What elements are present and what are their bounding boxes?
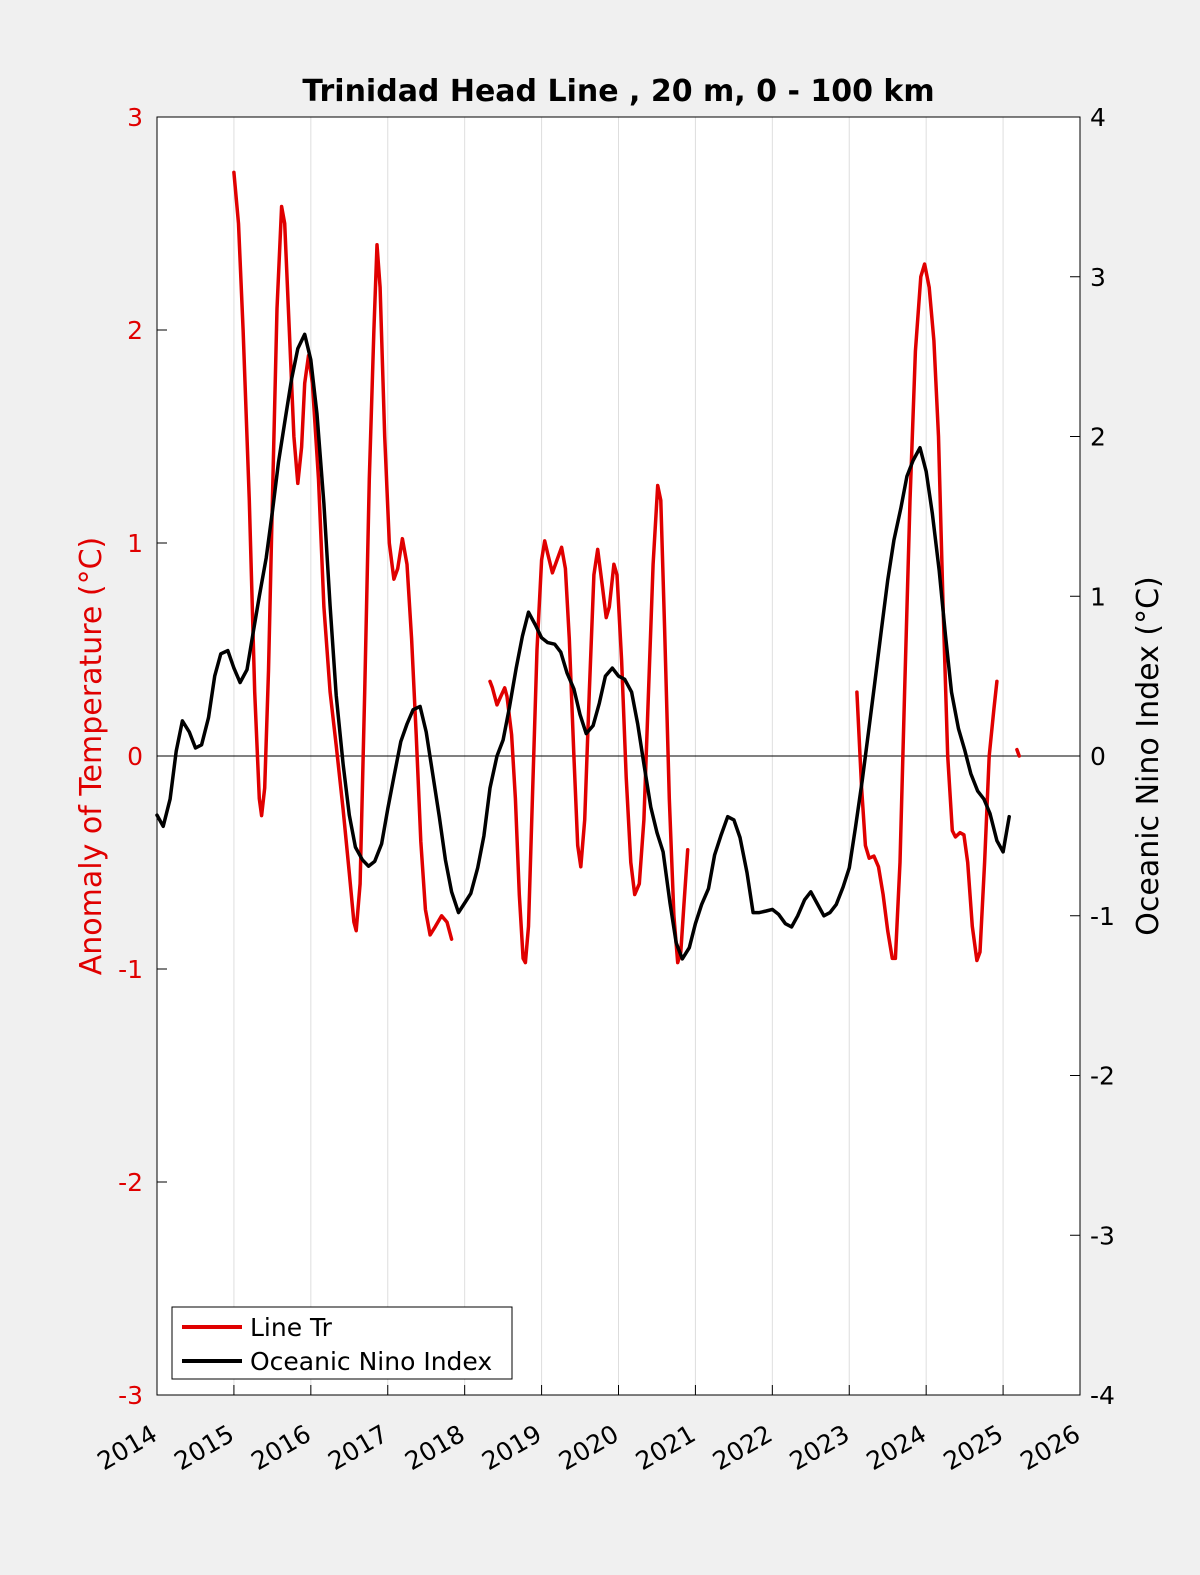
y-right-tick-label: -2: [1090, 1062, 1115, 1091]
y-right-tick-label: 4: [1090, 103, 1106, 132]
legend-label: Line Tr: [250, 1313, 333, 1342]
y-left-tick-label: 1: [127, 529, 143, 558]
series-line-line-tr: [488, 483, 690, 965]
y-right-tick-label: 0: [1090, 742, 1106, 771]
legend-label: Oceanic Nino Index: [250, 1347, 492, 1376]
y-left-tick-label: -3: [118, 1381, 143, 1410]
chart-title: Trinidad Head Line , 20 m, 0 - 100 km: [302, 74, 934, 109]
y-left-tick-label: 0: [127, 742, 143, 771]
series-layer: [155, 170, 1021, 965]
series-line-oceanic-nino-index: [155, 332, 1011, 961]
legend-box: [171, 1306, 513, 1380]
y-axis-right-label: Oceanic Nino Index (°C): [1131, 576, 1166, 936]
series-line-line-tr: [855, 262, 999, 963]
y-right-tick-label: 2: [1090, 423, 1106, 452]
y-right-tick-label: 1: [1090, 582, 1106, 611]
y-left-tick-label: 2: [127, 316, 143, 345]
y-right-tick-label: -3: [1090, 1221, 1115, 1250]
y-left-tick-label: -1: [118, 955, 143, 984]
series-line-line-tr: [1015, 747, 1021, 758]
y-right-tick-label: -1: [1090, 902, 1115, 931]
y-left-tick-label: 3: [127, 103, 143, 132]
y-left-tick-label: -2: [118, 1168, 143, 1197]
y-axis-left-label: Anomaly of Temperature (°C): [74, 537, 109, 976]
y-right-tick-label: 3: [1090, 263, 1106, 292]
legend: Line Tr Oceanic Nino Index: [171, 1306, 513, 1380]
y-right-tick-label: -4: [1090, 1381, 1115, 1410]
series-line-line-tr: [232, 170, 454, 941]
